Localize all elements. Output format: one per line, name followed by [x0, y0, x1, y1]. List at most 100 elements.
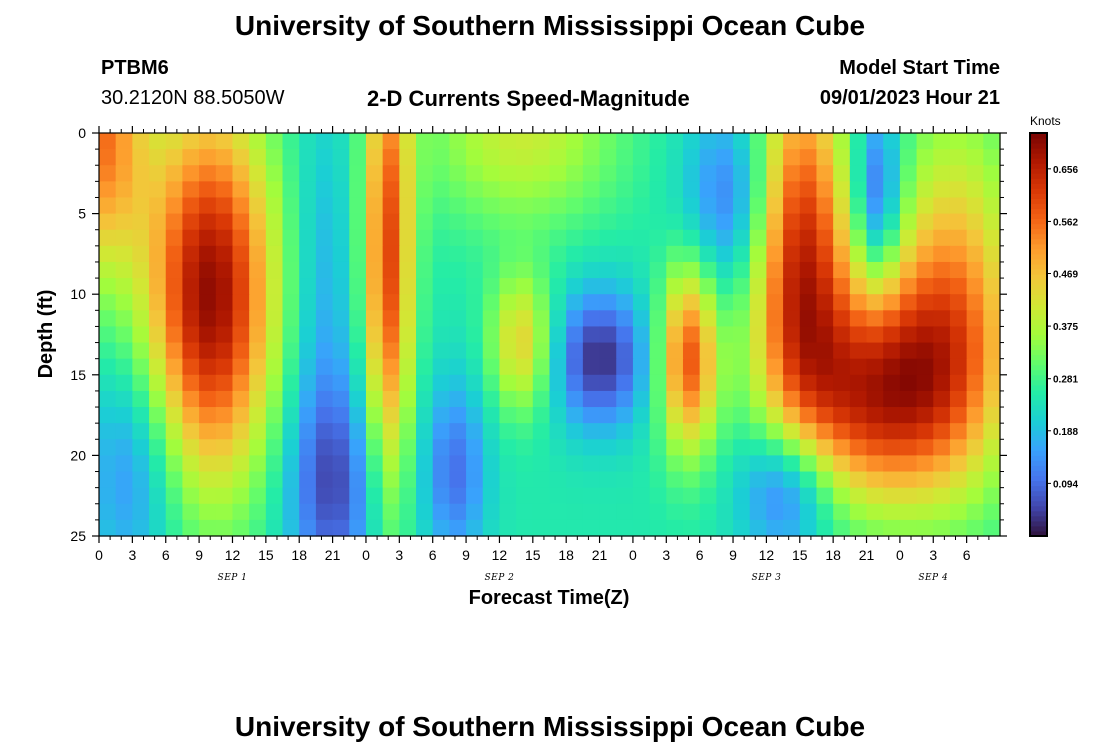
- colorbar-segment: [1030, 500, 1047, 507]
- heatmap-cell: [299, 326, 317, 344]
- heatmap-cell: [532, 487, 551, 505]
- heatmap-cell: [733, 519, 751, 537]
- heatmap-cell: [232, 423, 250, 440]
- heatmap-cell: [516, 326, 534, 344]
- x-tick-label: 15: [792, 547, 808, 563]
- heatmap-cell: [432, 487, 450, 505]
- heatmap-cell: [566, 229, 584, 247]
- heatmap-cell: [849, 390, 868, 408]
- heatmap-cell: [749, 294, 768, 311]
- heatmap-cell: [499, 245, 517, 263]
- heatmap-cell: [382, 278, 400, 295]
- heatmap-cell: [315, 471, 334, 489]
- heatmap-cell: [632, 455, 651, 473]
- heatmap-cell: [649, 229, 667, 247]
- heatmap-cell: [349, 181, 367, 199]
- heatmap-cell: [916, 358, 934, 376]
- heatmap-cell: [482, 149, 501, 166]
- heatmap-cell: [849, 423, 868, 440]
- heatmap-cell: [249, 326, 267, 344]
- heatmap-cell: [699, 165, 717, 182]
- colorbar-segment: [1030, 369, 1047, 376]
- heatmap-cell: [699, 326, 717, 344]
- heatmap-cell: [165, 519, 184, 537]
- heatmap-cell: [315, 213, 334, 231]
- heatmap-cell: [682, 310, 701, 328]
- heatmap-cell: [399, 278, 417, 295]
- colorbar-segment: [1030, 138, 1047, 144]
- heatmap-cell: [265, 326, 284, 344]
- heatmap-cell: [866, 407, 884, 424]
- heatmap-cell: [666, 423, 684, 440]
- heatmap-cell: [516, 358, 534, 376]
- heatmap-cell: [466, 374, 484, 392]
- heatmap-cell: [299, 294, 317, 311]
- heatmap-cell: [666, 455, 684, 473]
- heatmap-cell: [449, 342, 467, 360]
- heatmap-cell: [282, 471, 300, 489]
- heatmap-cell: [966, 245, 984, 263]
- heatmap-cell: [899, 197, 918, 215]
- heatmap-cell: [933, 342, 951, 360]
- heatmap-cell: [966, 133, 984, 150]
- heatmap-cell: [649, 197, 667, 215]
- heatmap-cell: [682, 229, 701, 247]
- heatmap-cell: [716, 197, 734, 215]
- heatmap-cell: [182, 294, 200, 311]
- heatmap-cell: [766, 326, 784, 344]
- heatmap-cell: [933, 471, 951, 489]
- heatmap-cell: [165, 423, 184, 440]
- colorbar-segment: [1030, 248, 1047, 255]
- heatmap-cell: [866, 197, 884, 215]
- heatmap-cell: [282, 407, 300, 424]
- heatmap-cell: [516, 407, 534, 424]
- heatmap-cell: [149, 245, 167, 263]
- heatmap-cell: [849, 471, 868, 489]
- heatmap-cell: [232, 261, 250, 279]
- heatmap-cell: [599, 278, 617, 295]
- heatmap-cell: [616, 439, 634, 456]
- heatmap-cell: [983, 245, 1001, 263]
- heatmap-cell: [149, 455, 167, 473]
- heatmap-cell: [232, 133, 250, 150]
- heatmap-cell: [899, 326, 918, 344]
- heatmap-cell: [733, 294, 751, 311]
- heatmap-cell: [149, 342, 167, 360]
- heatmap-cell: [349, 245, 367, 263]
- heatmap-cell: [466, 390, 484, 408]
- heatmap-cell: [299, 197, 317, 215]
- heatmap-cell: [416, 310, 434, 328]
- heatmap-cell: [833, 149, 851, 166]
- heatmap-cell: [949, 326, 968, 344]
- x-tick-label: 12: [759, 547, 775, 563]
- heatmap-cell: [566, 181, 584, 199]
- heatmap-cell: [165, 133, 184, 150]
- heatmap-cell: [899, 165, 918, 182]
- heatmap-cell: [299, 310, 317, 328]
- heatmap-cell: [983, 133, 1001, 150]
- heatmap-cell: [933, 455, 951, 473]
- heatmap-cell: [983, 407, 1001, 424]
- heatmap-cell: [416, 261, 434, 279]
- heatmap-cell: [682, 471, 701, 489]
- heatmap-cell: [766, 213, 784, 231]
- heatmap-cell: [299, 149, 317, 166]
- heatmap-cell: [466, 487, 484, 505]
- heatmap-cell: [315, 503, 334, 521]
- heatmap-cell: [265, 149, 284, 166]
- heatmap-cell: [499, 423, 517, 440]
- colorbar-segment: [1030, 445, 1047, 451]
- heatmap-cell: [332, 213, 350, 231]
- heatmap-cell: [132, 439, 150, 456]
- heatmap-cell: [549, 423, 567, 440]
- heatmap-cell: [432, 439, 450, 456]
- heatmap-cell: [983, 326, 1001, 344]
- heatmap-cell: [215, 374, 234, 392]
- heatmap-cell: [432, 229, 450, 247]
- heatmap-cell: [966, 374, 984, 392]
- heatmap-cell: [482, 503, 501, 521]
- heatmap-cell: [866, 229, 884, 247]
- heatmap-cell: [315, 261, 334, 279]
- heatmap-cell: [382, 181, 400, 199]
- heatmap-cell: [432, 455, 450, 473]
